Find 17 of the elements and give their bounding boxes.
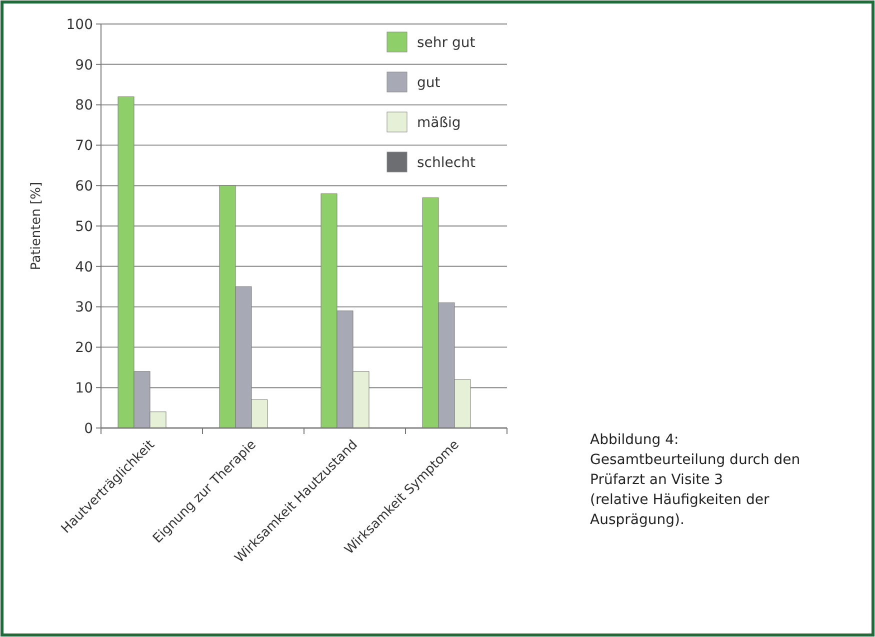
y-tick-label: 20: [75, 340, 93, 356]
y-tick-label: 100: [66, 16, 93, 33]
y-tick-label: 50: [75, 218, 93, 235]
y-tick-label: 60: [75, 178, 93, 194]
y-tick-label: 80: [75, 98, 93, 114]
y-tick-label: 0: [84, 420, 93, 437]
legend-label: mäßig: [417, 114, 461, 131]
y-tick-label: 10: [75, 380, 93, 396]
y-tick-label: 30: [75, 300, 93, 316]
legend-label: sehr gut: [417, 34, 476, 51]
legend-label: gut: [417, 74, 441, 91]
y-tick-label: 90: [75, 57, 93, 74]
y-tick-label: 70: [75, 138, 93, 154]
legend-label: schlecht: [417, 154, 476, 171]
text: Abbildung 4: Gesamtbeurteilung durch den Prüfarzt an Visite 3 (relative Häufigkeiten der Ausprägung).: [590, 432, 800, 528]
y-tick-label: 40: [75, 259, 93, 276]
y-axis-title: Patienten [%]: [29, 182, 44, 270]
